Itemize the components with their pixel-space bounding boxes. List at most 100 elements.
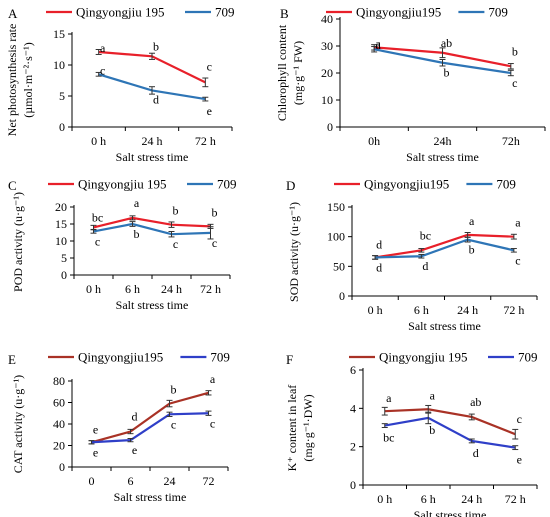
y-tick-label: 20 xyxy=(321,66,333,80)
series-second: cbc c xyxy=(90,221,217,251)
error-bar xyxy=(168,230,175,238)
panel-letter: C xyxy=(8,178,17,193)
legend-label: 709 xyxy=(210,350,230,365)
series-line xyxy=(91,391,209,444)
x-axis-title: Salt stress time xyxy=(116,298,189,312)
y-tick-label: 2 xyxy=(350,440,356,454)
legend: Qingyongjiu 195 709 xyxy=(48,177,237,192)
panel-f: F Qingyongjiu 195 709 0 2 4 6 0 h 6 h 24 h 72 h Sal… xyxy=(285,350,538,517)
significance-label: d xyxy=(473,446,479,460)
significance-label: bc xyxy=(383,431,394,445)
legend-item: Qingyongjiu 195 xyxy=(46,5,164,20)
significance-label: a xyxy=(430,388,436,402)
legend: Qingyongjiu195 709 xyxy=(326,5,508,20)
legend-item: 709 xyxy=(180,350,230,365)
significance-label: a xyxy=(515,216,521,230)
series-second: abc xyxy=(371,38,517,90)
legend-label: 709 xyxy=(215,5,235,20)
y-tick-label: 4 xyxy=(350,401,356,415)
series-first: e d b a xyxy=(88,372,216,445)
y-axis-unit: (mg·g⁻¹ FW) xyxy=(291,41,305,105)
error-bar xyxy=(510,248,517,253)
significance-label: c xyxy=(171,417,176,431)
legend-label: 709 xyxy=(496,177,516,192)
y-axis-title: POD activity (u·g⁻¹) xyxy=(11,192,25,292)
x-tick-label: 6 h xyxy=(414,303,429,317)
error-bar xyxy=(166,411,173,417)
y-tick-label: 6 xyxy=(350,363,356,377)
y-tick-label: 5 xyxy=(59,89,65,103)
significance-label: e xyxy=(517,453,522,467)
significance-label: d xyxy=(132,410,138,424)
legend-item: Qingyongjiu 195 xyxy=(349,350,467,365)
y-tick-label: 80 xyxy=(53,374,65,388)
legend-item: 709 xyxy=(458,5,508,20)
significance-label: e xyxy=(93,422,98,436)
error-bar xyxy=(512,428,519,440)
error-bar xyxy=(468,413,475,421)
significance-label: a xyxy=(134,196,140,210)
significance-label: a xyxy=(210,372,216,386)
legend-item: Qingyongjiu195 xyxy=(326,5,441,20)
y-tick-label: 50 xyxy=(333,259,345,273)
legend-item: 709 xyxy=(466,177,516,192)
x-tick-label: 0h xyxy=(368,134,380,148)
y-tick-label: 5 xyxy=(61,251,67,265)
significance-label: bc xyxy=(420,228,431,242)
significance-label: a xyxy=(386,391,392,405)
legend-label: 709 xyxy=(217,177,237,192)
error-bar xyxy=(507,69,514,77)
x-axis-title: Salt stress time xyxy=(414,508,487,517)
legend-label: Qingyongjiu195 xyxy=(364,177,449,192)
significance-label: b xyxy=(429,423,435,437)
legend-label: Qingyongjiu 195 xyxy=(379,350,467,365)
series-line xyxy=(384,416,516,449)
error-bar xyxy=(202,77,209,88)
error-bar xyxy=(127,438,134,443)
error-bar xyxy=(381,423,388,428)
significance-label: b xyxy=(469,243,475,257)
significance-label: c xyxy=(212,236,217,250)
error-bar xyxy=(202,96,209,102)
y-axis-unit: (mg·g⁻¹·DW) xyxy=(301,394,315,461)
y-tick-label: 0 xyxy=(61,268,67,282)
legend-item: 709 xyxy=(187,177,237,192)
error-bar xyxy=(88,440,95,445)
series-line xyxy=(91,412,209,444)
y-tick-label: 40 xyxy=(53,417,65,431)
legend-label: Qingyongjiu195 xyxy=(356,5,441,20)
significance-label: b xyxy=(173,204,179,218)
error-bar xyxy=(129,215,136,221)
error-bar xyxy=(149,86,155,95)
y-tick-label: 15 xyxy=(55,217,67,231)
significance-label: c xyxy=(210,416,215,430)
x-tick-label: 72 h xyxy=(195,134,216,148)
significance-label: a xyxy=(100,41,106,55)
error-bar xyxy=(129,221,136,227)
significance-label: b xyxy=(153,39,159,53)
significance-label: e xyxy=(93,445,98,459)
legend-label: Qingyongjiu195 xyxy=(78,350,163,365)
panel-a: A Qingyongjiu 195 709 0 5 10 15 0 h 24 h 72 h Salt… xyxy=(5,5,235,165)
error-bar xyxy=(425,411,432,425)
error-bar xyxy=(90,229,97,234)
y-tick-label: 40 xyxy=(321,12,333,26)
y-axis-title: SOD activity (u·g⁻¹) xyxy=(287,202,301,302)
legend-label: Qingyongjiu 195 xyxy=(76,5,164,20)
significance-label: d xyxy=(376,237,382,251)
x-tick-label: 72 h xyxy=(505,492,526,506)
x-tick-label: 6 xyxy=(128,474,134,488)
significance-label: b xyxy=(212,205,218,219)
error-bar xyxy=(168,221,175,228)
y-axis-title: K⁺ content in leaf xyxy=(285,385,299,472)
significance-label: d xyxy=(376,260,382,274)
y-axis-title: Chlorophyll content xyxy=(275,24,289,121)
series-line xyxy=(93,216,211,229)
significance-label: c xyxy=(515,253,520,267)
significance-label: b xyxy=(512,44,518,58)
x-tick-label: 24h xyxy=(434,134,452,148)
y-axis-title: CAT activity (u·g⁻¹) xyxy=(11,375,25,473)
series-second: d d b c xyxy=(372,236,521,274)
error-bar xyxy=(95,49,102,55)
y-tick-label: 10 xyxy=(321,93,333,107)
